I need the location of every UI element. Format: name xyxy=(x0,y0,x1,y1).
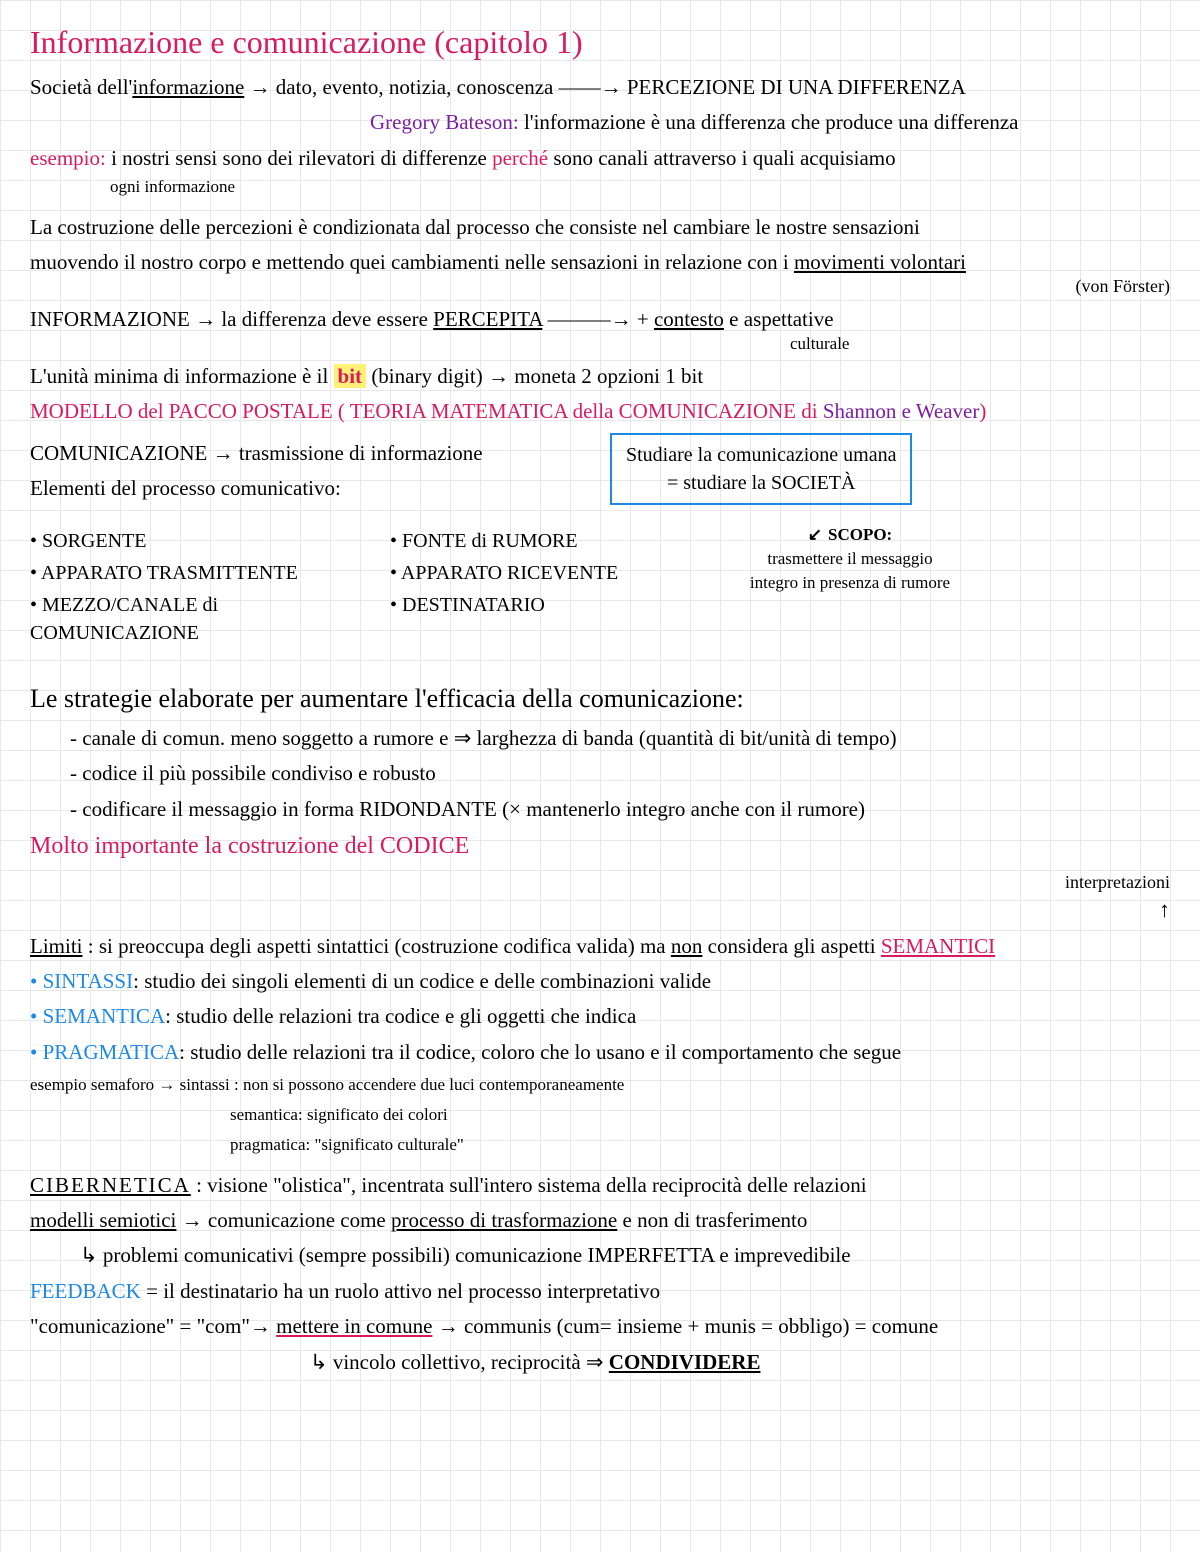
cibernetica-label: CIBERNETICA xyxy=(30,1173,191,1197)
scopo-title: SCOPO: xyxy=(828,525,892,544)
text: e non di trasferimento xyxy=(617,1208,807,1232)
text: → communis (cum= insieme + munis = obbli… xyxy=(432,1314,938,1338)
semantica-label: • SEMANTICA xyxy=(30,1004,165,1028)
problemi-line: ↳ problemi comunicativi (sempre possibil… xyxy=(80,1241,1170,1270)
line-modello: MODELLO del PACCO POSTALE ( TEORIA MATEM… xyxy=(30,397,1170,426)
semantici: SEMANTICI xyxy=(881,934,995,958)
feedback-label: FEEDBACK xyxy=(30,1279,141,1303)
line-bateson: Gregory Bateson: l'informazione è una di… xyxy=(370,108,1170,137)
strategia-1: - canale di comun. meno soggetto a rumor… xyxy=(70,724,1170,753)
up-arrow-icon: ↑ xyxy=(30,895,1170,926)
el-rumore: • FONTE di RUMORE xyxy=(390,527,670,555)
line-esempio: esempio: i nostri sensi sono dei rilevat… xyxy=(30,144,1170,173)
el-trasmittente: • APPARATO TRASMITTENTE xyxy=(30,559,350,587)
line-bit: L'unità minima di informazione è il bit … xyxy=(30,362,1170,391)
label: esempio: xyxy=(30,146,106,170)
text-underline: movimenti volontari xyxy=(794,250,966,274)
line-comunicazione: COMUNICAZIONE → trasmissione di informaz… xyxy=(30,439,550,468)
text: → comunicazione come xyxy=(176,1208,391,1232)
text: e aspettative xyxy=(724,307,834,331)
text: = il destinatario ha un ruolo attivo nel… xyxy=(141,1279,660,1303)
percepita: PERCEPITA xyxy=(433,307,542,331)
line-info: INFORMAZIONE → la differenza deve essere… xyxy=(30,305,1170,334)
line-elementi: Elementi del processo comunicativo: xyxy=(30,474,550,503)
text: : visione "olistica", incentrata sull'in… xyxy=(191,1173,867,1197)
quote: l'informazione è una differenza che prod… xyxy=(524,110,1019,134)
text: ↳ vincolo collettivo, reciprocità ⇒ xyxy=(310,1350,609,1374)
sintassi-label: • SINTASSI xyxy=(30,969,133,993)
strategie-title: Le strategie elaborate per aumentare l'e… xyxy=(30,681,1170,717)
comunicazione-etym: "comunicazione" = "com"→ mettere in comu… xyxy=(30,1312,1170,1341)
culturale-sub: culturale xyxy=(790,332,1170,356)
page-title: Informazione e comunicazione (capitolo 1… xyxy=(30,20,1170,65)
modelli-line: modelli semiotici → comunicazione come p… xyxy=(30,1206,1170,1235)
processo-trasf: processo di trasformazione xyxy=(391,1208,617,1232)
line-societa: Società dell'informazione → dato, evento… xyxy=(30,73,1170,102)
feedback-line: FEEDBACK = il destinatario ha un ruolo a… xyxy=(30,1277,1170,1306)
text-underline: informazione xyxy=(132,75,244,99)
text: muovendo il nostro corpo e mettendo quei… xyxy=(30,250,794,274)
condividere: CONDIVIDERE xyxy=(609,1350,761,1374)
text: : studio delle relazioni tra il codice, … xyxy=(179,1040,901,1064)
esempio-semaforo-1: esempio semaforo → sintassi : non si pos… xyxy=(30,1073,1170,1097)
el-sorgente: • SORGENTE xyxy=(30,527,350,555)
non: non xyxy=(671,934,703,958)
sub-note: ogni informazione xyxy=(110,175,1170,199)
limiti-label: Limiti xyxy=(30,934,83,958)
line-percezioni: La costruzione delle percezioni è condiz… xyxy=(30,213,1170,242)
text: : si preoccupa degli aspetti sintattici … xyxy=(83,934,671,958)
contesto: contesto xyxy=(654,307,724,331)
limiti-line: Limiti : si preoccupa degli aspetti sint… xyxy=(30,932,1170,961)
text: L'unità minima di informazione è il xyxy=(30,364,334,388)
author: Gregory Bateson: xyxy=(370,110,519,134)
text: : studio dei singoli elementi di un codi… xyxy=(133,969,711,993)
text: INFORMAZIONE → la differenza deve essere xyxy=(30,307,433,331)
modelli-label: modelli semiotici xyxy=(30,1208,176,1232)
interpretazioni-note: interpretazioni ↑ xyxy=(30,870,1170,926)
strategia-3: - codificare il messaggio in forma RIDON… xyxy=(70,795,1170,824)
pragmatica-label: • PRAGMATICA xyxy=(30,1040,179,1064)
sintassi-line: • SINTASSI: studio dei singoli elementi … xyxy=(30,967,1170,996)
box-societa: Studiare la comunicazione umana = studia… xyxy=(610,433,912,505)
esempio-semaforo-3: pragmatica: "significato culturale" xyxy=(230,1133,1170,1157)
text: (binary digit) → moneta 2 opzioni 1 bit xyxy=(366,364,703,388)
text: ( TEORIA MATEMATICA della COMUNICAZIONE … xyxy=(338,399,823,423)
el-ricevente: • APPARATO RICEVENTE xyxy=(390,559,670,587)
box-line2: = studiare la SOCIETÀ xyxy=(626,469,896,497)
scopo-line3: integro in presenza di rumore xyxy=(710,571,990,595)
interp-text: interpretazioni xyxy=(30,870,1170,895)
text: i nostri sensi sono dei rilevatori di di… xyxy=(111,146,492,170)
condividere-line: ↳ vincolo collettivo, reciprocità ⇒ COND… xyxy=(310,1348,1170,1377)
el-canale: • MEZZO/CANALE di COMUNICAZIONE xyxy=(30,591,350,647)
el-destinatario: • DESTINATARIO xyxy=(390,591,670,619)
text: ) xyxy=(979,399,986,423)
text: MODELLO del PACCO POSTALE xyxy=(30,399,338,423)
text: : studio delle relazioni tra codice e gl… xyxy=(165,1004,636,1028)
text: considera gli aspetti xyxy=(702,934,880,958)
box-line1: Studiare la comunicazione umana xyxy=(626,441,896,469)
text: Società dell' xyxy=(30,75,132,99)
semantica-line: • SEMANTICA: studio delle relazioni tra … xyxy=(30,1002,1170,1031)
strategia-2: - codice il più possibile condiviso e ro… xyxy=(70,759,1170,788)
bit-highlight: bit xyxy=(334,364,367,388)
authors: Shannon e Weaver xyxy=(823,399,980,423)
esempio-semaforo-2: semantica: significato dei colori xyxy=(230,1103,1170,1127)
text: "comunicazione" = "com"→ xyxy=(30,1314,276,1338)
arrow-text: ———→ + xyxy=(542,307,654,331)
text: → dato, evento, notizia, conoscenza ——→ … xyxy=(244,75,965,99)
scopo-line2: trasmettere il messaggio xyxy=(710,547,990,571)
mettere-comune: mettere in comune xyxy=(276,1314,432,1338)
cibernetica-line: CIBERNETICA : visione "olistica", incent… xyxy=(30,1171,1170,1200)
scopo-label: ↙SCOPO: xyxy=(710,523,990,547)
text: sono canali attraverso i quali acquisiam… xyxy=(553,146,895,170)
codice-importante: Molto importante la costruzione del CODI… xyxy=(30,830,1170,864)
pragmatica-line: • PRAGMATICA: studio delle relazioni tra… xyxy=(30,1038,1170,1067)
emphasis: perché xyxy=(492,146,548,170)
